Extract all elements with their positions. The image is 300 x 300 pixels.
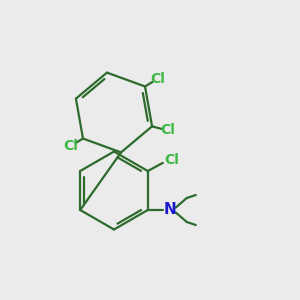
Text: Cl: Cl (164, 154, 179, 167)
Text: N: N (164, 202, 177, 217)
Text: Cl: Cl (150, 72, 165, 86)
Text: Cl: Cl (63, 139, 78, 153)
Text: Cl: Cl (160, 124, 175, 137)
